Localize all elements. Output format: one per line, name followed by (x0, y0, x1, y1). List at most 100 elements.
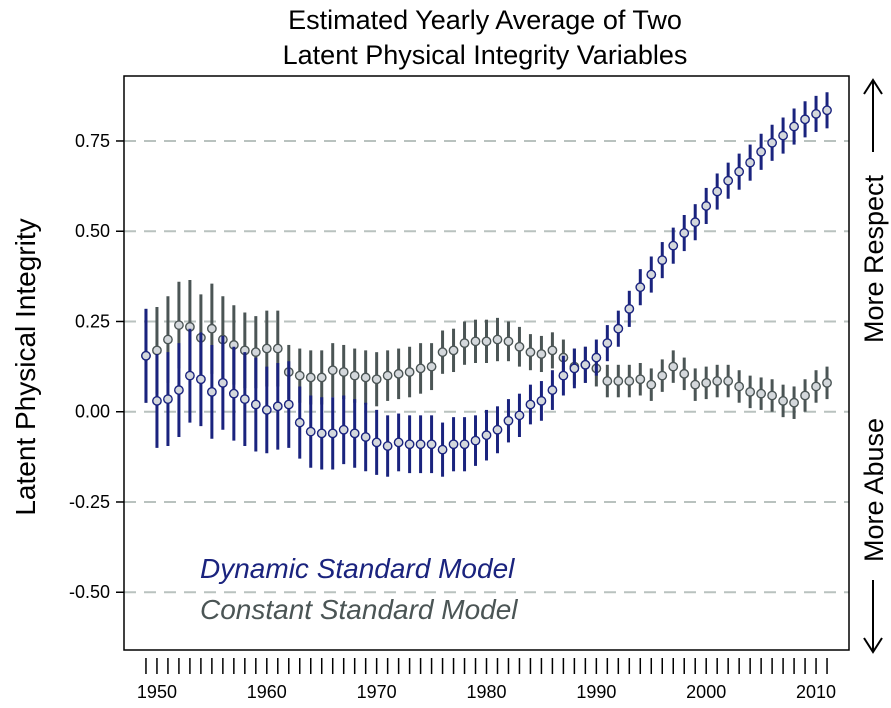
legend-constant: Constant Standard Model (200, 594, 518, 625)
constant-point (778, 396, 788, 406)
constant-point (163, 334, 173, 345)
constant-point (206, 323, 217, 334)
dynamic-point (185, 370, 195, 381)
dynamic-point (569, 363, 580, 374)
dynamic-point (536, 396, 547, 406)
constant-point (349, 370, 360, 381)
dynamic-point (756, 146, 767, 157)
constant-point (602, 376, 613, 386)
dynamic-point (261, 405, 272, 415)
dynamic-point (547, 385, 558, 395)
constant-point (723, 376, 734, 386)
dynamic-point (811, 109, 821, 119)
dynamic-point (778, 130, 788, 141)
dynamic-point (789, 121, 799, 132)
constant-point (657, 370, 668, 381)
plot-frame (123, 75, 850, 651)
dynamic-point (195, 374, 206, 385)
dynamic-point (800, 114, 810, 125)
constant-point (294, 370, 305, 381)
constant-point (250, 347, 261, 358)
dynamic-point (580, 359, 591, 370)
dynamic-point (481, 430, 492, 441)
constant-point (525, 347, 536, 358)
constant-point (459, 338, 470, 349)
dynamic-point (327, 428, 338, 439)
constant-point (514, 341, 525, 352)
constant-point (360, 372, 371, 383)
y-tick-label: 0.75 (75, 131, 110, 151)
constant-point (635, 374, 646, 385)
dynamic-point (415, 439, 426, 450)
dynamic-point (767, 137, 778, 148)
dynamic-point (690, 217, 701, 228)
constant-point (327, 365, 338, 376)
more-respect-label: More Respect (859, 174, 889, 343)
dynamic-point (822, 105, 832, 116)
dynamic-point (152, 396, 162, 406)
more-abuse-label: More Abuse (859, 418, 889, 562)
legend-dynamic: Dynamic Standard Model (200, 553, 515, 584)
constant-point (152, 345, 162, 356)
dynamic-point (360, 432, 371, 442)
chart-title-line-2: Latent Physical Integrity Variables (283, 40, 688, 70)
constant-point (503, 336, 514, 347)
x-tick-label: 2000 (686, 682, 726, 702)
dynamic-point (206, 386, 217, 397)
constant-point (272, 343, 283, 354)
constant-point (492, 334, 503, 345)
dynamic-point (250, 399, 261, 410)
constant-point (756, 388, 767, 399)
dynamic-point (294, 417, 305, 428)
constant-point (811, 381, 821, 392)
constant-point (338, 367, 349, 377)
dynamic-point (239, 394, 250, 405)
constant-point (745, 386, 756, 397)
constant-point (734, 381, 745, 392)
dynamic-point (635, 282, 646, 293)
constant-point (448, 345, 459, 356)
dynamic-point (492, 424, 503, 435)
constant-point (415, 363, 426, 374)
dynamic-point (558, 370, 569, 381)
chart-title-line-1: Estimated Yearly Average of Two (288, 5, 682, 35)
dynamic-point (393, 437, 404, 448)
dynamic-point (437, 444, 448, 455)
more-respect-indicator: More Respect (859, 78, 889, 343)
dynamic-point (448, 439, 459, 450)
x-tick-label: 2010 (796, 682, 836, 702)
dynamic-point (514, 410, 525, 421)
constant-point (613, 376, 624, 386)
y-tick-label: -0.25 (69, 492, 110, 512)
dynamic-point (701, 201, 712, 211)
constant-point (437, 347, 448, 358)
constant-point (822, 377, 832, 388)
dynamic-point (459, 439, 470, 450)
constant-point (470, 336, 481, 347)
constant-point (305, 372, 316, 383)
dynamic-point (174, 385, 184, 395)
plot-series (141, 92, 832, 477)
x-axis-ticks: 1950 1960 1970 1980 1990 2000 2010 (137, 658, 836, 702)
constant-point (261, 343, 272, 354)
y-tick-label: 0.25 (75, 311, 110, 331)
dynamic-point (228, 388, 239, 399)
constant-point (712, 376, 723, 386)
dynamic-point (525, 399, 536, 410)
more-abuse-indicator: More Abuse (859, 418, 889, 654)
constant-point (404, 367, 415, 377)
dynamic-point (305, 426, 316, 437)
dynamic-point (503, 415, 514, 426)
dynamic-point (624, 303, 635, 314)
dynamic-point (657, 255, 668, 266)
x-tick-label: 1960 (247, 682, 287, 702)
x-tick-label: 1970 (357, 682, 397, 702)
x-tick-label: 1980 (466, 682, 506, 702)
dynamic-point (646, 269, 657, 280)
dynamic-point (734, 166, 745, 177)
dynamic-point (668, 240, 679, 251)
constant-point (382, 370, 393, 381)
dynamic-point (371, 437, 382, 448)
constant-point (174, 320, 184, 330)
